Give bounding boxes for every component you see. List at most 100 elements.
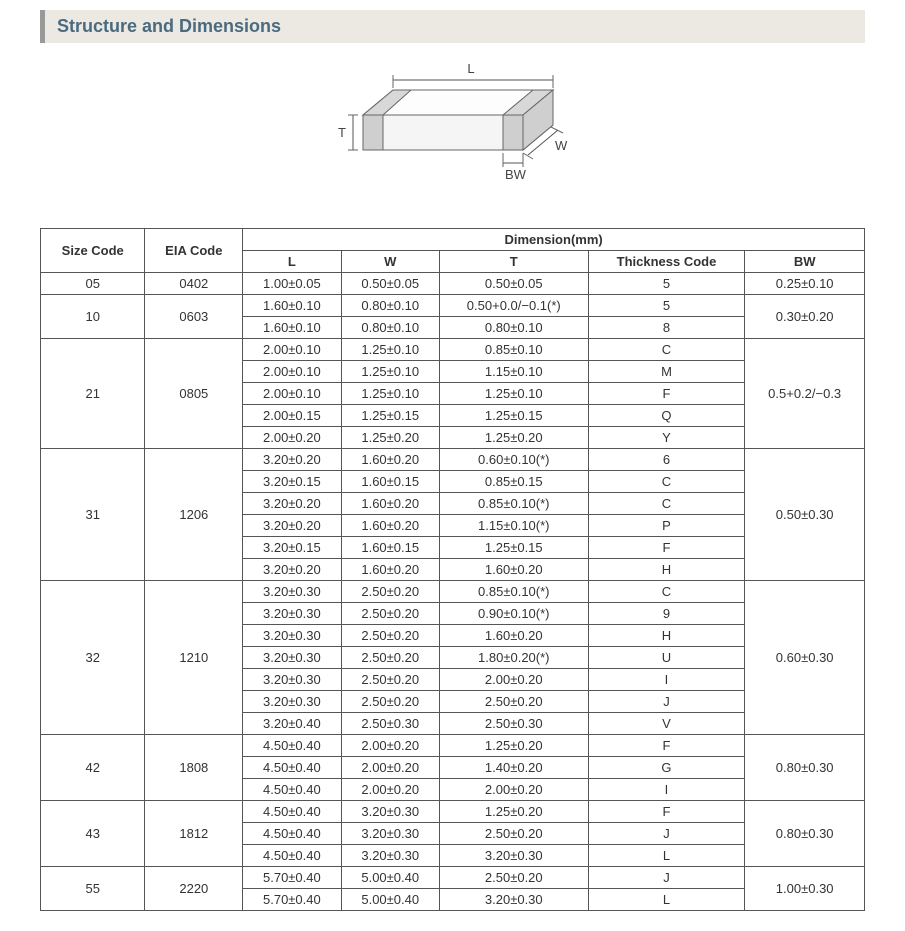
cell-L: 4.50±0.40 [243,801,341,823]
cell-tc: H [588,625,745,647]
cell-T: 1.40±0.20 [439,757,588,779]
cell-tc: C [588,471,745,493]
cell-T: 1.15±0.10 [439,361,588,383]
cell-L: 1.60±0.10 [243,317,341,339]
cell-T: 0.80±0.10 [439,317,588,339]
th-W: W [341,251,439,273]
cell-bw: 0.25±0.10 [745,273,865,295]
cell-L: 4.50±0.40 [243,823,341,845]
table-row: 0504021.00±0.050.50±0.050.50±0.0550.25±0… [41,273,865,295]
cell-bw: 0.80±0.30 [745,801,865,867]
cell-L: 3.20±0.30 [243,647,341,669]
cell-W: 3.20±0.30 [341,801,439,823]
cell-tc: 8 [588,317,745,339]
cell-W: 5.00±0.40 [341,867,439,889]
cell-T: 1.80±0.20(*) [439,647,588,669]
cell-tc: 6 [588,449,745,471]
th-L: L [243,251,341,273]
cell-size-code: 05 [41,273,145,295]
cell-size-code: 31 [41,449,145,581]
cell-L: 2.00±0.20 [243,427,341,449]
cell-eia-code: 1210 [145,581,243,735]
cell-L: 4.50±0.40 [243,757,341,779]
cell-tc: F [588,801,745,823]
cell-tc: I [588,669,745,691]
cell-L: 3.20±0.15 [243,537,341,559]
cell-L: 3.20±0.20 [243,559,341,581]
cell-L: 1.60±0.10 [243,295,341,317]
cell-T: 3.20±0.30 [439,889,588,911]
cell-tc: M [588,361,745,383]
cell-W: 2.50±0.20 [341,647,439,669]
cell-tc: L [588,889,745,911]
cell-tc: C [588,493,745,515]
cell-L: 4.50±0.40 [243,845,341,867]
cell-W: 3.20±0.30 [341,845,439,867]
cell-size-code: 42 [41,735,145,801]
cell-L: 4.50±0.40 [243,779,341,801]
cell-eia-code: 0805 [145,339,243,449]
diagram-label-L: L [467,61,474,76]
cell-tc: 5 [588,295,745,317]
cell-T: 1.15±0.10(*) [439,515,588,537]
cell-T: 0.85±0.15 [439,471,588,493]
cell-L: 2.00±0.15 [243,405,341,427]
cell-tc: F [588,383,745,405]
cell-tc: G [588,757,745,779]
cell-L: 3.20±0.30 [243,669,341,691]
cell-W: 5.00±0.40 [341,889,439,911]
table-row: 5522205.70±0.405.00±0.402.50±0.20J1.00±0… [41,867,865,889]
cell-W: 1.60±0.15 [341,471,439,493]
cell-W: 2.50±0.20 [341,669,439,691]
cell-tc: F [588,537,745,559]
th-size-code: Size Code [41,229,145,273]
th-eia-code: EIA Code [145,229,243,273]
cell-T: 0.85±0.10 [439,339,588,361]
cell-T: 2.00±0.20 [439,669,588,691]
cell-W: 1.25±0.15 [341,405,439,427]
cell-W: 2.50±0.30 [341,713,439,735]
cell-T: 1.60±0.20 [439,625,588,647]
table-row: 2108052.00±0.101.25±0.100.85±0.10C0.5+0.… [41,339,865,361]
cell-W: 0.80±0.10 [341,295,439,317]
cell-L: 3.20±0.30 [243,691,341,713]
cell-eia-code: 0603 [145,295,243,339]
cell-T: 1.25±0.10 [439,383,588,405]
cell-W: 2.50±0.20 [341,581,439,603]
cell-eia-code: 0402 [145,273,243,295]
cell-W: 0.80±0.10 [341,317,439,339]
cell-size-code: 10 [41,295,145,339]
cell-size-code: 55 [41,867,145,911]
cell-tc: H [588,559,745,581]
diagram-label-BW: BW [505,167,527,182]
cell-T: 2.00±0.20 [439,779,588,801]
cell-tc: J [588,823,745,845]
cell-size-code: 43 [41,801,145,867]
cell-T: 1.25±0.15 [439,405,588,427]
th-dimension: Dimension(mm) [243,229,865,251]
cell-T: 2.50±0.30 [439,713,588,735]
cell-L: 2.00±0.10 [243,339,341,361]
cell-T: 1.25±0.20 [439,801,588,823]
cell-L: 3.20±0.20 [243,515,341,537]
cell-tc: L [588,845,745,867]
cell-W: 1.60±0.15 [341,537,439,559]
cell-W: 2.50±0.20 [341,603,439,625]
cell-T: 1.25±0.20 [439,735,588,757]
cell-W: 0.50±0.05 [341,273,439,295]
cell-L: 2.00±0.10 [243,383,341,405]
cell-T: 1.25±0.20 [439,427,588,449]
component-diagram: L W T BW [40,55,865,210]
table-row: 1006031.60±0.100.80±0.100.50+0.0/−0.1(*)… [41,295,865,317]
cell-tc: P [588,515,745,537]
th-thickness-code: Thickness Code [588,251,745,273]
cell-T: 0.85±0.10(*) [439,581,588,603]
cell-L: 5.70±0.40 [243,889,341,911]
cell-tc: F [588,735,745,757]
cell-size-code: 21 [41,339,145,449]
cell-L: 3.20±0.30 [243,625,341,647]
cell-T: 0.90±0.10(*) [439,603,588,625]
cell-L: 3.20±0.20 [243,449,341,471]
cell-W: 2.50±0.20 [341,691,439,713]
cell-W: 2.50±0.20 [341,625,439,647]
